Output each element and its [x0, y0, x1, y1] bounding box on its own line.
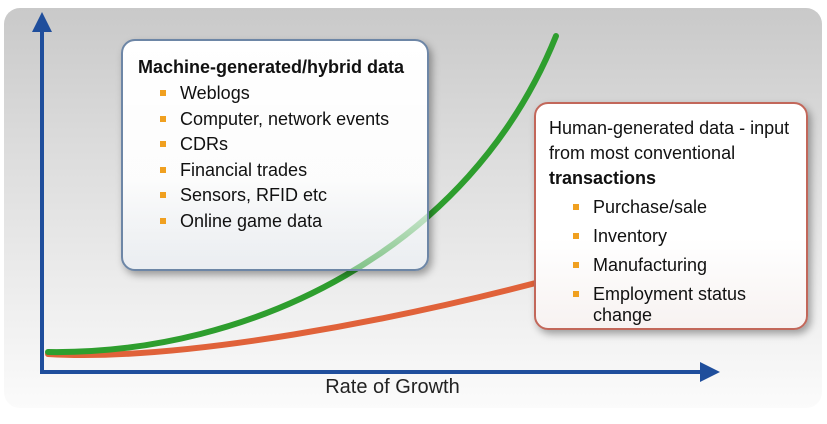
square-bullet-icon — [160, 217, 166, 224]
human-item-list: Purchase/sale Inventory Manufacturing Em… — [549, 193, 798, 326]
human-generated-curve — [45, 273, 565, 358]
square-bullet-icon — [573, 262, 579, 268]
list-item: Weblogs — [138, 81, 417, 107]
human-generated-callout: Human-generated data - input from most c… — [534, 102, 808, 330]
list-item: Online game data — [138, 209, 417, 235]
machine-generated-curve — [45, 33, 559, 356]
list-item: Inventory — [549, 222, 798, 251]
square-bullet-icon — [160, 166, 166, 173]
human-box-title: Human-generated data - input from most c… — [549, 118, 790, 188]
machine-generated-callout: Machine-generated/hybrid data Weblogs Co… — [121, 39, 429, 271]
list-item: Employment status change — [549, 280, 798, 326]
x-axis-label: Rate of Growth — [325, 376, 460, 398]
machine-box-title: Machine-generated/hybrid data — [138, 57, 405, 77]
list-item: Manufacturing — [549, 251, 798, 280]
square-bullet-icon — [160, 141, 166, 147]
list-item: Financial trades — [138, 158, 417, 184]
square-bullet-icon — [573, 233, 579, 239]
list-item: CDRs — [138, 132, 417, 158]
square-bullet-icon — [160, 115, 166, 122]
square-bullet-icon — [573, 291, 579, 297]
list-item: Computer, network events — [138, 107, 417, 133]
list-item: Purchase/sale — [549, 193, 798, 222]
machine-item-list: Weblogs Computer, network events CDRs Fi… — [138, 81, 417, 234]
square-bullet-icon — [573, 204, 579, 210]
square-bullet-icon — [160, 192, 166, 198]
square-bullet-icon — [160, 90, 166, 96]
list-item: Sensors, RFID etc — [138, 183, 417, 209]
